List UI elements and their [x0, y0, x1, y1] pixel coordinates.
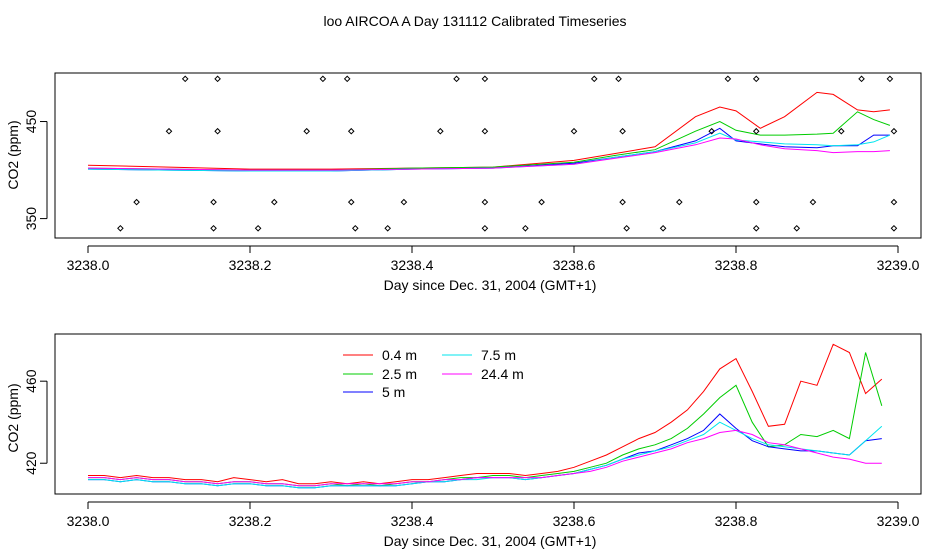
flag-marker	[347, 127, 355, 135]
x-tick-label: 3238.6	[553, 257, 596, 273]
flag-marker	[619, 198, 626, 206]
top-x-axis-label: Day since Dec. 31, 2004 (GMT+1)	[384, 277, 597, 293]
flag-marker	[481, 224, 489, 232]
flag-marker	[210, 198, 217, 206]
x-tick-label: 3238.0	[67, 257, 110, 273]
series-line	[87, 132, 891, 172]
flag-marker	[481, 127, 489, 135]
flag-marker	[615, 75, 622, 83]
x-tick-label: 3238.0	[67, 513, 110, 529]
flag-marker	[708, 127, 716, 135]
legend-label: 2.5 m	[382, 366, 417, 382]
flag-marker	[481, 75, 489, 83]
y-tick-label: 350	[23, 207, 39, 231]
x-tick-label: 3238.2	[229, 513, 272, 529]
flag-marker	[319, 75, 327, 83]
flag-marker	[133, 198, 140, 206]
x-tick-label: 3239.0	[877, 513, 920, 529]
flag-marker	[623, 224, 630, 232]
chart-title: loo AIRCOA A Day 131112 Calibrated Times…	[324, 13, 627, 29]
flag-marker	[890, 224, 898, 232]
flag-marker	[837, 127, 845, 135]
flag-marker	[351, 224, 359, 232]
flag-marker	[522, 224, 529, 232]
series-line	[88, 429, 882, 487]
flag-marker	[619, 127, 626, 135]
flag-marker	[890, 127, 898, 135]
flag-marker	[481, 198, 489, 206]
x-tick-label: 3239.0	[877, 257, 920, 273]
bottom-panel: 3238.0 3238.2 3238.4 3238.6 3238.8 3239.0 420 4…	[23, 333, 922, 529]
y-tick-label: 420	[23, 451, 39, 475]
flag-marker	[886, 75, 894, 83]
series-line	[87, 137, 890, 171]
flag-marker	[254, 224, 262, 232]
flag-marker	[675, 198, 683, 206]
y-tick-label: 450	[23, 110, 39, 134]
flag-marker	[343, 75, 351, 83]
flag-marker	[210, 224, 217, 232]
flag-marker	[752, 75, 760, 83]
plot-frame	[54, 72, 922, 239]
y-tick-label: 460	[23, 369, 39, 393]
flag-marker	[400, 198, 408, 206]
series-line	[88, 343, 883, 485]
flag-marker	[752, 224, 760, 232]
legend-label: 7.5 m	[481, 347, 516, 363]
x-tick-label: 3238.8	[715, 513, 758, 529]
flag-marker	[437, 127, 444, 135]
series-line	[87, 111, 891, 171]
flag-marker	[165, 127, 173, 135]
series-line	[87, 91, 890, 170]
flag-marker	[858, 75, 865, 83]
legend-label: 5 m	[382, 384, 405, 400]
flag-marker	[752, 198, 760, 206]
flag-marker	[809, 198, 817, 206]
x-tick-label: 3238.2	[229, 257, 272, 273]
top-y-axis-label: CO2 (ppm)	[5, 120, 21, 189]
x-tick-label: 3238.6	[553, 513, 596, 529]
flag-marker	[303, 127, 311, 135]
flag-marker	[590, 75, 598, 83]
flag-marker	[570, 127, 578, 135]
flag-marker	[890, 198, 898, 206]
flag-marker	[117, 224, 124, 232]
x-tick-label: 3238.4	[391, 257, 434, 273]
flag-marker	[752, 127, 760, 135]
flag-marker	[538, 198, 545, 206]
top-panel: 3238.0 3238.2 3238.4 3238.6 3238.8 3239.0 350 4…	[23, 72, 922, 273]
flag-marker	[181, 75, 189, 83]
flag-marker	[214, 75, 221, 83]
series-line	[88, 421, 883, 489]
flag-marker	[347, 198, 355, 206]
bottom-y-axis-label: CO2 (ppm)	[5, 383, 21, 452]
flag-marker	[793, 224, 801, 232]
plot-frame	[54, 333, 922, 495]
flag-marker	[214, 127, 221, 135]
flag-marker	[659, 224, 667, 232]
legend-label: 24.4 m	[481, 366, 524, 382]
bottom-x-axis-label: Day since Dec. 31, 2004 (GMT+1)	[384, 533, 597, 549]
legend: 0.4 m 2.5 m 5 m 7.5 m 24.4 m	[343, 347, 524, 400]
flag-marker	[453, 75, 460, 83]
x-tick-label: 3238.4	[391, 513, 434, 529]
flag-marker	[724, 75, 732, 83]
flag-marker	[384, 224, 392, 232]
x-tick-label: 3238.8	[715, 257, 758, 273]
flag-marker	[270, 198, 278, 206]
legend-label: 0.4 m	[382, 347, 417, 363]
